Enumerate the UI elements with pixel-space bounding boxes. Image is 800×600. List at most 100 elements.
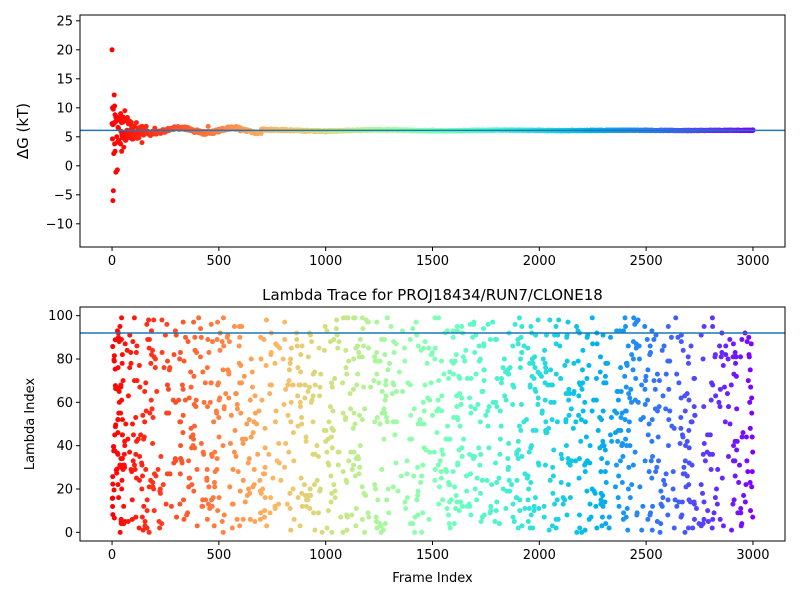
lambda-point xyxy=(679,499,685,505)
lambda-point xyxy=(351,356,357,362)
lambda-point xyxy=(331,337,337,342)
lambda-point xyxy=(747,367,753,373)
lambda-point xyxy=(454,393,460,399)
lambda-point xyxy=(688,343,694,349)
lambda-point xyxy=(748,341,754,347)
lambda-point xyxy=(371,378,377,384)
lambda-point xyxy=(444,506,450,511)
lambda-point xyxy=(432,467,438,472)
lambda-point xyxy=(632,321,638,327)
lambda-point xyxy=(592,490,598,496)
lambda-point xyxy=(550,490,556,496)
lambda-point xyxy=(651,378,657,384)
lambda-point xyxy=(315,510,321,516)
lambda-point xyxy=(340,469,346,475)
lambda-point xyxy=(353,523,359,529)
lambda-point xyxy=(449,358,455,364)
lambda-point xyxy=(467,503,473,509)
lambda-point xyxy=(434,408,440,414)
lambda-point xyxy=(741,493,747,498)
lambda-point xyxy=(114,470,120,476)
lambda-point xyxy=(414,497,420,503)
lambda-point xyxy=(315,454,321,459)
lambda-point xyxy=(509,482,515,488)
lambda-point xyxy=(510,402,516,407)
lambda-point xyxy=(633,345,639,351)
lambda-point xyxy=(700,490,706,496)
lambda-point xyxy=(679,432,685,438)
lambda-point xyxy=(146,484,152,490)
lambda-point xyxy=(541,503,547,509)
lambda-point xyxy=(691,404,697,410)
lambda-point xyxy=(206,484,212,490)
lambda-point xyxy=(525,345,531,351)
lambda-point xyxy=(734,447,740,453)
delta-g-panel: 0 500 1000 1500 2000 2500 3000 −10 −5 0 5 10 15 20 25… xyxy=(14,14,786,269)
lambda-point xyxy=(248,434,254,440)
lambda-point xyxy=(598,417,604,423)
lambda-point xyxy=(223,391,229,397)
lambda-point xyxy=(297,523,303,529)
lambda-point xyxy=(692,412,698,418)
lambda-point xyxy=(356,350,362,355)
lambda-point xyxy=(500,365,506,371)
lambda-point xyxy=(329,425,335,431)
lambda-point xyxy=(110,344,116,350)
lambda-point xyxy=(151,471,157,477)
lambda-point xyxy=(498,423,504,429)
lambda-point xyxy=(177,501,183,507)
lambda-point xyxy=(615,438,621,444)
lambda-point xyxy=(124,347,130,353)
lambda-point xyxy=(503,397,509,403)
lambda-point xyxy=(612,408,618,414)
lambda-point xyxy=(422,339,428,345)
lambda-point xyxy=(624,363,630,368)
lambda-point xyxy=(274,458,280,464)
lambda-y-ticks: 0 20 40 60 80 100 xyxy=(48,309,80,541)
lambda-point xyxy=(206,350,212,355)
lambda-point xyxy=(317,384,323,390)
lambda-point xyxy=(450,328,456,334)
lambda-point xyxy=(319,529,325,535)
lambda-point xyxy=(356,471,362,477)
lambda-point xyxy=(532,495,538,501)
lambda-point xyxy=(562,363,568,368)
lambda-point xyxy=(305,497,311,503)
lambda-point xyxy=(351,410,357,416)
lambda-point xyxy=(192,445,198,451)
lambda-point xyxy=(231,449,237,455)
lambda-point xyxy=(580,347,586,353)
lambda-point xyxy=(309,339,315,345)
lambda-point xyxy=(247,397,253,403)
lambda-point xyxy=(234,516,240,522)
lambda-point xyxy=(720,363,726,368)
lambda-point xyxy=(230,467,236,472)
lambda-point xyxy=(505,367,511,373)
lambda-point xyxy=(549,417,555,423)
lambda-point xyxy=(598,497,604,503)
lambda-point xyxy=(646,421,652,427)
lambda-point xyxy=(312,369,318,375)
lambda-point xyxy=(587,443,593,449)
lambda-point xyxy=(731,497,737,503)
lambda-point xyxy=(352,473,358,479)
lambda-point xyxy=(301,482,307,488)
lambda-point xyxy=(649,328,655,334)
lambda-point xyxy=(355,343,361,349)
lambda-point xyxy=(750,449,756,455)
lambda-x-axis-label: Frame Index xyxy=(392,571,473,586)
lambda-point xyxy=(747,425,753,431)
lambda-point xyxy=(496,475,502,481)
lambda-point xyxy=(639,527,645,533)
lambda-point xyxy=(582,469,588,475)
lambda-point xyxy=(395,488,401,494)
lambda-point xyxy=(472,486,478,492)
lambda-point xyxy=(684,438,690,444)
lambda-point xyxy=(144,497,150,503)
lambda-point xyxy=(472,406,478,412)
lambda-point xyxy=(715,467,721,472)
lambda-point xyxy=(305,354,311,360)
lambda-point xyxy=(359,417,365,423)
lambda-point xyxy=(644,337,650,342)
lambda-point xyxy=(143,467,149,472)
